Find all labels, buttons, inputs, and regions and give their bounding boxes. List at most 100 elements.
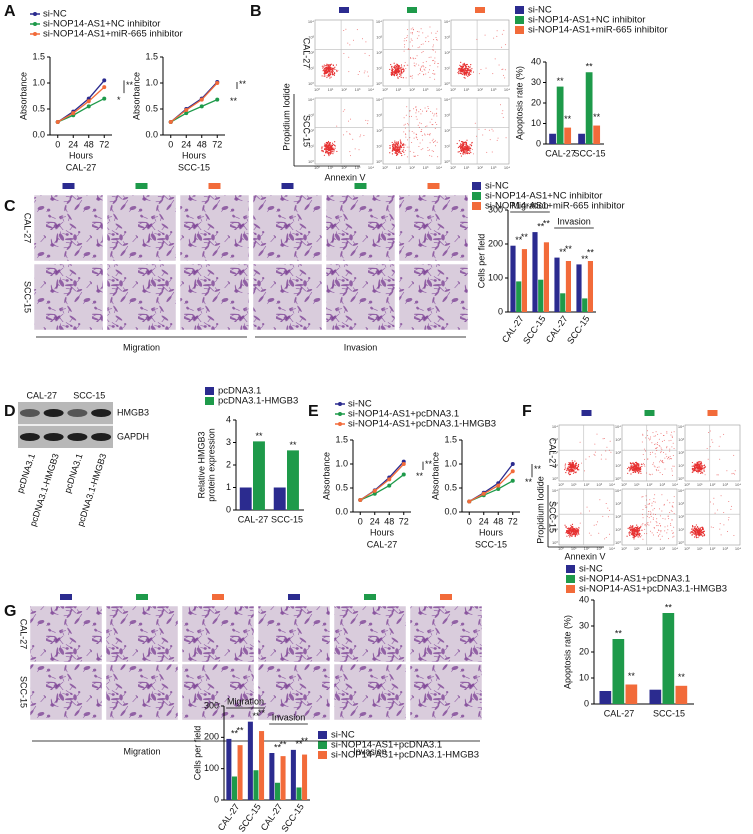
flow-dot bbox=[672, 454, 674, 456]
flow-dot bbox=[404, 44, 406, 46]
flow-dot bbox=[462, 64, 464, 66]
flow-dot bbox=[664, 526, 666, 528]
flow-dot bbox=[669, 448, 671, 450]
data-point bbox=[401, 472, 406, 477]
flow-dot bbox=[702, 467, 704, 469]
flow-dot bbox=[651, 442, 653, 444]
flow-dot bbox=[709, 446, 711, 448]
panel-letter: C bbox=[4, 198, 16, 215]
flow-dot bbox=[394, 64, 396, 67]
flow-dot bbox=[564, 463, 567, 465]
flow-dot bbox=[342, 110, 344, 112]
flow-dot bbox=[657, 525, 659, 527]
flow-dot bbox=[642, 454, 644, 456]
flow-dot bbox=[395, 74, 398, 76]
micrograph bbox=[29, 663, 103, 721]
flow-dot bbox=[357, 74, 359, 76]
flow-dot bbox=[411, 33, 413, 35]
flow-dot bbox=[638, 531, 640, 533]
flow-dot bbox=[419, 122, 421, 124]
panel-letter: A bbox=[4, 3, 16, 20]
flow-dot bbox=[410, 32, 412, 34]
flow-tick: 10¹ bbox=[308, 66, 314, 71]
flow-dot bbox=[349, 44, 351, 46]
flow-dot bbox=[660, 447, 662, 449]
flow-dot bbox=[324, 71, 327, 73]
flow-dot bbox=[701, 472, 703, 474]
flow-dot bbox=[698, 461, 700, 463]
significance-label: ** bbox=[586, 62, 594, 72]
flow-dot bbox=[333, 144, 335, 146]
flow-dot bbox=[350, 118, 352, 120]
legend-label: si-NOP14-AS1+pcDNA3.1 bbox=[348, 409, 459, 420]
flow-dot bbox=[415, 116, 417, 118]
flow-dot bbox=[572, 530, 574, 532]
flow-dot bbox=[717, 509, 719, 511]
flow-dot bbox=[637, 464, 640, 467]
flow-dot bbox=[396, 141, 398, 143]
flow-dot bbox=[664, 518, 666, 520]
bar bbox=[269, 753, 275, 800]
flow-dot bbox=[646, 499, 648, 501]
flow-dot bbox=[658, 529, 660, 531]
flow-dot bbox=[635, 529, 637, 532]
flow-dot bbox=[403, 143, 405, 145]
flow-dot bbox=[391, 68, 393, 70]
flow-dot bbox=[343, 29, 345, 31]
significance-label: ** bbox=[301, 736, 309, 746]
legend-label: si-NC bbox=[579, 564, 603, 575]
flow-dot bbox=[330, 145, 332, 148]
data-point bbox=[372, 491, 377, 496]
flow-dot bbox=[333, 151, 335, 153]
flow-dot bbox=[570, 463, 572, 465]
flow-dot bbox=[657, 433, 659, 435]
flow-dot bbox=[413, 58, 415, 60]
x-tick-label: SCC-15 bbox=[565, 314, 592, 346]
flow-plot bbox=[382, 97, 442, 165]
flow-dot bbox=[394, 143, 396, 145]
flow-dot bbox=[462, 144, 465, 147]
x-tick-label: 48 bbox=[84, 139, 94, 149]
flow-dot bbox=[496, 35, 498, 37]
flow-dot bbox=[630, 465, 632, 468]
flow-dot bbox=[631, 532, 633, 535]
flow-dots bbox=[389, 26, 439, 80]
flow-tick: 10¹ bbox=[444, 66, 450, 71]
series-line bbox=[468, 463, 514, 502]
flow-dot bbox=[651, 505, 653, 507]
y-tick-label: 1.5 bbox=[335, 434, 348, 444]
flow-dot bbox=[636, 535, 638, 537]
flow-plot bbox=[314, 97, 374, 165]
significance-label: ** bbox=[416, 471, 424, 481]
flow-dot bbox=[392, 69, 394, 71]
flow-dot bbox=[497, 137, 499, 139]
flow-dot bbox=[393, 73, 395, 76]
flow-dot bbox=[672, 474, 674, 476]
flow-dot bbox=[463, 143, 465, 145]
flow-dot bbox=[608, 449, 610, 451]
flow-dot bbox=[412, 57, 414, 59]
flow-dot bbox=[397, 65, 399, 68]
y-tick-label: 0.5 bbox=[335, 482, 348, 492]
flow-dot bbox=[402, 77, 404, 79]
flow-dot bbox=[397, 68, 399, 71]
flow-plot bbox=[621, 488, 678, 546]
flow-dot bbox=[476, 135, 478, 137]
bar bbox=[274, 782, 280, 800]
y-tick-label: 1.5 bbox=[32, 51, 45, 61]
flow-dot bbox=[436, 30, 438, 32]
flow-dot bbox=[653, 501, 655, 503]
flow-dot bbox=[626, 535, 628, 537]
flow-dot bbox=[389, 68, 391, 71]
flow-dot bbox=[628, 466, 630, 469]
flow-dot bbox=[578, 529, 580, 531]
flow-dot bbox=[467, 65, 469, 67]
flow-dot bbox=[655, 447, 657, 449]
flow-dot bbox=[410, 76, 412, 78]
flow-dot bbox=[639, 527, 642, 529]
flow-dot bbox=[333, 74, 335, 76]
blot-band bbox=[91, 409, 112, 417]
flow-dot bbox=[411, 75, 413, 77]
flow-dot bbox=[325, 150, 328, 152]
flow-dot bbox=[661, 494, 663, 496]
